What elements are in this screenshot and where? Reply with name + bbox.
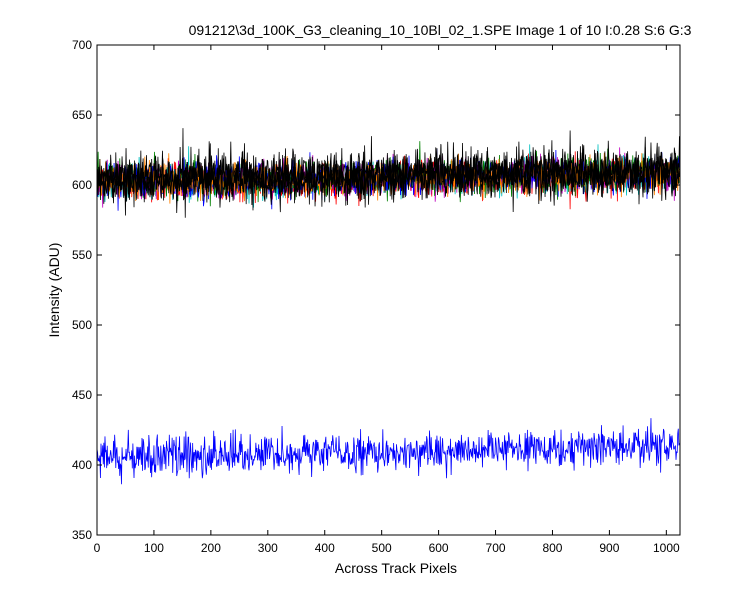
y-tick-label: 350 bbox=[72, 528, 92, 542]
x-tick-label: 1000 bbox=[653, 541, 680, 555]
x-tick-label: 200 bbox=[201, 541, 221, 555]
chart-title: 091212\3d_100K_G3_cleaning_10_10Bl_02_1.… bbox=[189, 22, 692, 38]
x-tick-label: 700 bbox=[486, 541, 506, 555]
x-tick-label: 300 bbox=[258, 541, 278, 555]
x-tick-label: 800 bbox=[542, 541, 562, 555]
y-axis-title: Intensity (ADU) bbox=[46, 243, 62, 338]
x-tick-label: 600 bbox=[429, 541, 449, 555]
series-line-9 bbox=[96, 418, 680, 485]
series-line-0 bbox=[96, 136, 680, 211]
x-tick-label: 500 bbox=[372, 541, 392, 555]
x-axis-title: Across Track Pixels bbox=[335, 560, 457, 576]
y-tick-label: 700 bbox=[72, 38, 92, 52]
plot-frame bbox=[96, 44, 681, 536]
x-tick-label: 0 bbox=[94, 541, 101, 555]
x-tick-label: 900 bbox=[599, 541, 619, 555]
y-tick-label: 450 bbox=[72, 388, 92, 402]
y-tick-label: 650 bbox=[72, 108, 92, 122]
y-tick-label: 400 bbox=[72, 458, 92, 472]
series-layer bbox=[96, 128, 680, 485]
y-tick-label: 500 bbox=[72, 318, 92, 332]
x-tick-label: 400 bbox=[315, 541, 335, 555]
y-axis: 350 400 450 500 550 600 650 700 bbox=[72, 38, 680, 542]
x-axis: 0 100 200 300 400 500 600 700 800 900 1000 bbox=[94, 45, 680, 555]
x-tick-label: 100 bbox=[144, 541, 164, 555]
y-tick-label: 550 bbox=[72, 248, 92, 262]
y-tick-label: 600 bbox=[72, 178, 92, 192]
